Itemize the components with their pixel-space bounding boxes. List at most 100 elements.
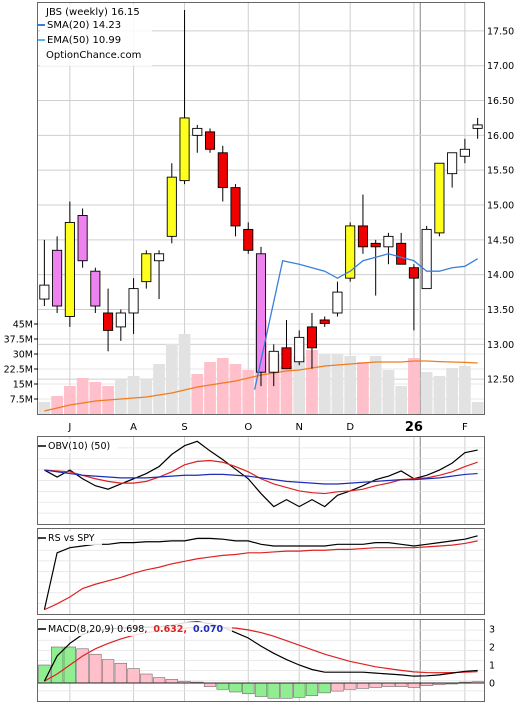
month-label: A: [130, 422, 137, 433]
macd-histogram-bar: [280, 682, 293, 699]
volume-bar: [204, 362, 216, 414]
candle-body: [243, 228, 254, 251]
rs-series-line-0: [43, 535, 478, 610]
candle-body: [64, 221, 75, 317]
macd-histogram-bar: [382, 682, 395, 687]
volume-bar: [242, 370, 255, 414]
macd-histogram-bar: [356, 682, 370, 689]
candle-body: [154, 253, 165, 262]
candle-body: [396, 242, 407, 265]
volume-bar: [165, 344, 178, 414]
macd-histogram-bar: [216, 682, 229, 690]
volume-bar: [395, 386, 408, 414]
volume-bar: [38, 402, 51, 414]
candle-body: [103, 312, 114, 331]
candle-body: [281, 347, 292, 370]
volume-bar: [306, 350, 318, 414]
volume-tick-label: 7.5M: [10, 395, 33, 406]
volume-bar: [433, 376, 446, 414]
macd-signal-value: 0.632,: [153, 624, 187, 635]
volume-tick-label: 15M: [13, 380, 33, 391]
candle-body: [217, 152, 228, 189]
volume-bar: [76, 378, 89, 414]
candle-body: [447, 152, 458, 175]
macd-histogram-bar: [267, 682, 280, 699]
volume-tick-label: 37.5M: [4, 335, 33, 346]
price-tick-label: 16.00: [487, 131, 514, 142]
volume-bar: [153, 364, 165, 414]
volume-bar: [357, 362, 369, 414]
candle-body: [166, 176, 177, 237]
price-tick-label: 15.00: [487, 201, 514, 212]
macd-histogram-bar: [229, 682, 242, 693]
month-label: 26: [405, 420, 423, 435]
macd-histogram-bar: [127, 668, 140, 684]
volume-bar: [459, 366, 471, 414]
macd-tick-label: 3: [489, 625, 495, 636]
macd-histogram-bar: [101, 659, 115, 684]
candle-body: [332, 291, 343, 314]
candle-body: [345, 225, 356, 279]
month-label: N: [295, 422, 302, 433]
candle-body: [128, 288, 139, 314]
candle-body: [268, 350, 279, 373]
volume-bar: [280, 366, 293, 414]
macd-histogram-bar: [152, 677, 166, 684]
macd-tick-label: 0: [489, 679, 495, 690]
volume-tick-label: 30M: [13, 350, 33, 361]
macd-histogram-bar: [293, 682, 306, 698]
macd-tick-label: 1: [489, 661, 495, 672]
volume-bar: [229, 364, 242, 414]
macd-histogram-bar: [344, 682, 357, 690]
macd-chart-title: MACD(8,20,9) 0.698, 0.632, 0.070: [48, 624, 223, 635]
volume-bar: [408, 358, 420, 414]
rs-chart-title: RS vs SPY: [48, 533, 95, 544]
candle-body: [230, 187, 241, 227]
volume-bar: [293, 356, 306, 414]
macd-value-label: MACD(8,20,9) 0.698,: [48, 624, 147, 635]
candle-body: [306, 326, 318, 349]
candle-body: [459, 148, 470, 157]
macd-histogram-bar: [242, 682, 255, 695]
price-tick-label: 17.50: [487, 26, 514, 37]
macd-histogram-bar: [140, 673, 153, 684]
candle-body: [52, 249, 63, 307]
volume-bar: [89, 382, 102, 414]
sma-line: [253, 253, 478, 390]
volume-bar: [178, 334, 191, 414]
macd-signal-line: [44, 626, 478, 682]
source-credit: OptionChance.com: [46, 50, 141, 61]
volume-bar: [127, 376, 140, 414]
candle-body: [421, 228, 432, 290]
price-chart-title: JBS (weekly) 16.15: [45, 7, 140, 18]
macd-histogram-bar: [305, 682, 319, 696]
volume-bar: [216, 358, 229, 414]
volume-bar: [114, 380, 127, 414]
price-tick-label: 13.50: [487, 305, 514, 316]
price-tick-label: 14.50: [487, 235, 514, 246]
macd-histogram-bar: [407, 682, 421, 688]
candle-body: [370, 242, 381, 248]
candle-body: [90, 270, 101, 307]
candle-body: [115, 312, 126, 328]
candle-body: [39, 284, 50, 300]
volume-bar: [331, 354, 344, 414]
macd-histogram-bar: [395, 682, 408, 687]
rs-series-line-1: [44, 540, 478, 611]
volume-bar: [51, 396, 63, 414]
volume-bar: [420, 372, 433, 414]
price-tick-label: 17.00: [487, 61, 514, 72]
macd-histogram-bar: [254, 682, 268, 697]
macd-histogram-bar: [318, 682, 331, 694]
candle-body: [434, 162, 445, 234]
candle-body: [77, 215, 88, 262]
volume-bar: [63, 386, 76, 414]
candle-body: [294, 336, 305, 363]
macd-histogram-bar: [420, 682, 433, 686]
candle-body: [383, 235, 394, 248]
sma-legend-label: SMA(20) 14.23: [47, 20, 121, 31]
macd-histogram-bar: [203, 682, 217, 687]
macd-histogram-bar: [89, 653, 102, 684]
month-label: F: [462, 422, 468, 433]
